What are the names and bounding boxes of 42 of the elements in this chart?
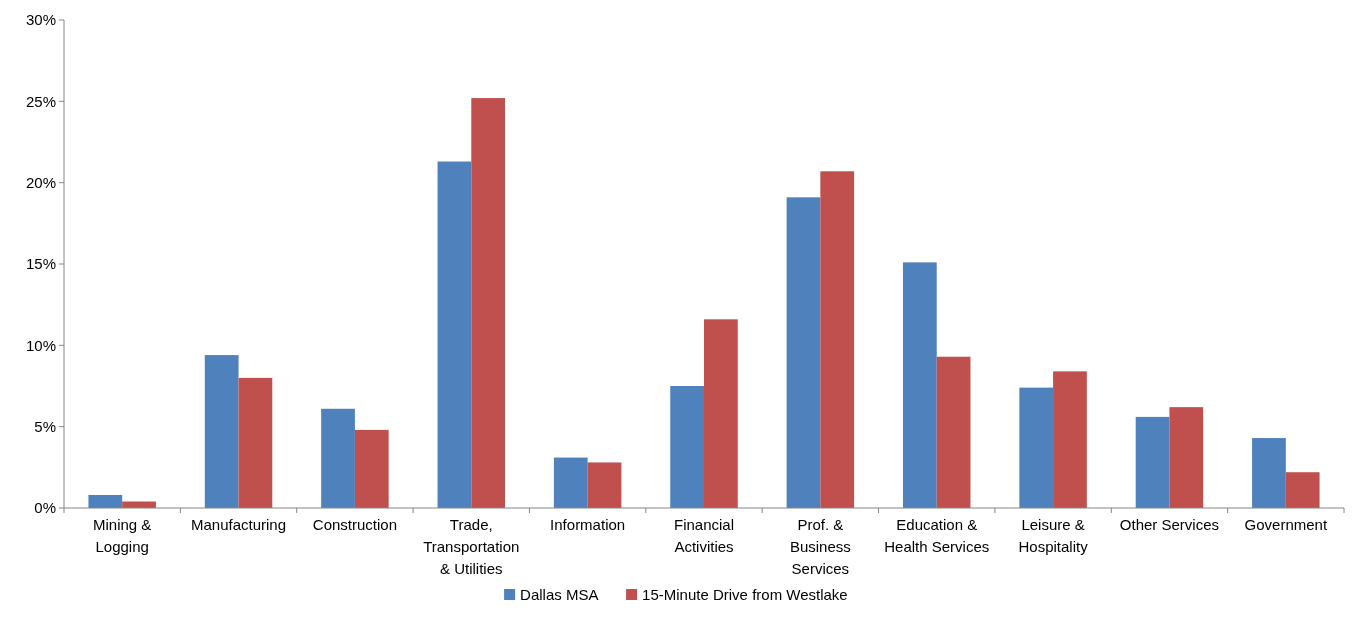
- bar: [587, 462, 622, 508]
- bar: [936, 356, 971, 508]
- bar: [122, 501, 156, 508]
- bar: [1169, 407, 1204, 508]
- x-tick-label: Prof. & Business Services: [789, 516, 851, 577]
- bar: [437, 161, 472, 508]
- bar: [354, 429, 389, 508]
- y-tick-label: 25%: [25, 92, 56, 110]
- bar: [704, 319, 738, 508]
- legend-label: Dallas MSA: [520, 586, 599, 603]
- x-tick-label: Trade, Transportation & Utilities: [423, 516, 520, 577]
- bar: [902, 262, 937, 508]
- x-tick-label: Information: [550, 516, 626, 533]
- y-tick-label: 30%: [25, 11, 56, 29]
- y-tick-label: 20%: [25, 173, 56, 191]
- bar: [1135, 416, 1170, 508]
- x-tick-label: Education & Health Services: [884, 516, 990, 555]
- bar: [204, 355, 239, 508]
- bar: [321, 408, 355, 508]
- y-tick-label: 10%: [25, 336, 56, 354]
- bar: [786, 197, 821, 508]
- bar: [1019, 387, 1054, 508]
- x-tick-label: Leisure & Hospitality: [1018, 516, 1089, 555]
- x-tick-label: Financial Activities: [673, 516, 735, 555]
- bar: [471, 98, 506, 508]
- bar: [1053, 371, 1087, 508]
- y-tick-label: 0%: [34, 499, 56, 517]
- x-tick-label: Mining & Logging: [93, 516, 152, 555]
- bar: [1252, 438, 1286, 508]
- bar: [670, 386, 704, 508]
- legend-label: 15-Minute Drive from Westlake: [642, 586, 848, 603]
- x-tick-label: Government: [1244, 516, 1328, 533]
- bar: [238, 377, 273, 508]
- bar: [1285, 472, 1320, 508]
- bar: [820, 171, 855, 508]
- x-tick-label: Construction: [312, 516, 398, 533]
- bar: [553, 457, 588, 508]
- y-tick-label: 5%: [34, 417, 56, 435]
- y-tick-label: 15%: [25, 255, 56, 273]
- x-tick-label: Manufacturing: [191, 516, 287, 533]
- x-tick-label: Other Services: [1119, 516, 1220, 533]
- bar: [88, 494, 123, 508]
